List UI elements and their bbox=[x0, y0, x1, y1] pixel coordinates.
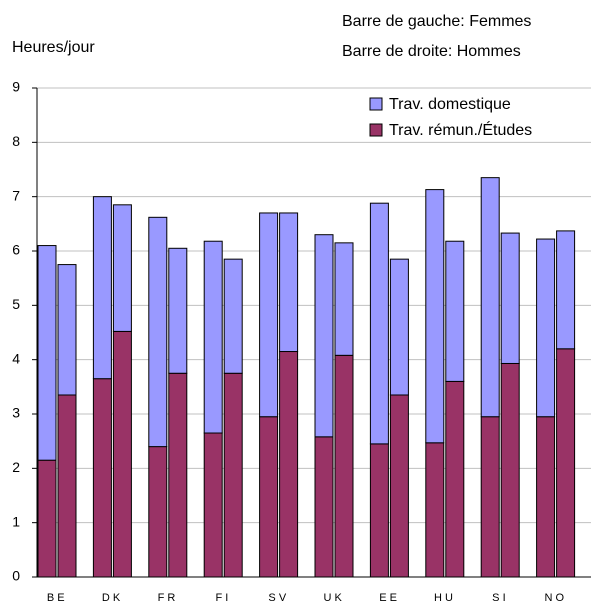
bar-segment bbox=[389, 258, 409, 396]
y-tick-label: 5 bbox=[12, 296, 20, 312]
bar-segment bbox=[480, 177, 500, 418]
bar-segment bbox=[536, 416, 556, 578]
bar-segment bbox=[279, 351, 299, 578]
x-tick-label: F R bbox=[158, 592, 176, 604]
bar-segment bbox=[259, 212, 279, 418]
y-tick-label: 9 bbox=[12, 79, 20, 95]
y-axis-label: Heures/jour bbox=[12, 39, 95, 56]
bar-segment bbox=[425, 442, 445, 578]
note: Barre de droite: Hommes bbox=[342, 43, 521, 60]
bar-segment bbox=[445, 380, 465, 578]
bar-segment bbox=[556, 348, 576, 578]
legend-swatch bbox=[369, 97, 383, 111]
y-tick-label: 2 bbox=[12, 459, 20, 475]
bar-segment bbox=[536, 238, 556, 418]
x-tick-label: B E bbox=[47, 592, 65, 604]
legend-swatch bbox=[369, 123, 383, 137]
bar-segment bbox=[369, 443, 389, 578]
bar-segment bbox=[223, 372, 243, 578]
bar-segment bbox=[556, 230, 576, 350]
y-tick-label: 0 bbox=[12, 568, 20, 584]
y-tick-label: 6 bbox=[12, 242, 20, 258]
bar-segment bbox=[203, 240, 223, 434]
bar-segment bbox=[37, 459, 57, 578]
bar-segment bbox=[148, 216, 168, 448]
x-tick-label: U K bbox=[324, 592, 343, 604]
x-tick-label: H U bbox=[434, 592, 453, 604]
bar-segment bbox=[57, 394, 77, 578]
bar-segment bbox=[112, 330, 132, 578]
bar-segment bbox=[334, 242, 354, 356]
note: Barre de gauche: Femmes bbox=[342, 13, 531, 30]
bar-segment bbox=[369, 202, 389, 445]
bar-segment bbox=[500, 362, 520, 578]
y-tick-label: 1 bbox=[12, 513, 20, 529]
bar-segment bbox=[203, 432, 223, 578]
bar-segment bbox=[148, 446, 168, 578]
y-tick-label: 7 bbox=[12, 187, 20, 203]
bar-segment bbox=[92, 378, 112, 578]
bar-segment bbox=[425, 189, 445, 444]
bar-segment bbox=[92, 196, 112, 380]
bar-segment bbox=[57, 264, 77, 396]
bar-segment bbox=[314, 234, 334, 438]
x-tick-label: S I bbox=[492, 592, 505, 604]
bar-segment bbox=[334, 354, 354, 578]
bar-segment bbox=[445, 240, 465, 382]
bar-segment bbox=[223, 258, 243, 374]
legend-label: Trav. domestique bbox=[389, 96, 511, 113]
y-tick-label: 4 bbox=[12, 350, 20, 366]
bar-segment bbox=[389, 394, 409, 578]
y-tick-label: 8 bbox=[12, 133, 20, 149]
bar-segment bbox=[259, 416, 279, 578]
bar-segment bbox=[500, 232, 520, 364]
bar-segment bbox=[112, 204, 132, 332]
y-tick-label: 3 bbox=[12, 405, 20, 421]
x-tick-label: N O bbox=[545, 592, 565, 604]
x-tick-label: S V bbox=[268, 592, 286, 604]
bar-segment bbox=[37, 245, 57, 461]
x-tick-label: E E bbox=[379, 592, 397, 604]
bar-segment bbox=[168, 247, 188, 374]
bar-segment bbox=[279, 212, 299, 353]
bar-segment bbox=[480, 416, 500, 578]
bar-segment bbox=[168, 372, 188, 578]
x-tick-label: D K bbox=[102, 592, 121, 604]
bar-segment bbox=[314, 436, 334, 578]
x-tick-label: F I bbox=[215, 592, 228, 604]
legend-label: Trav. rémun./Études bbox=[389, 120, 532, 139]
